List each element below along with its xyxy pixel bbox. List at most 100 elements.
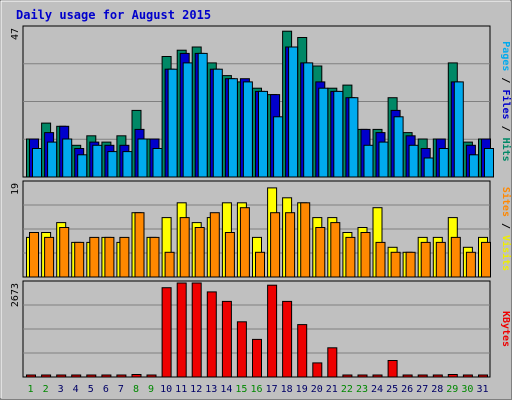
- chart-title: Daily usage for August 2015: [16, 8, 211, 22]
- day-label-5: 5: [88, 384, 94, 395]
- bar-sites-day-31: [481, 241, 491, 278]
- bar-pages-day-29: [453, 81, 464, 178]
- bar-kbytes-day-2: [41, 374, 52, 378]
- bar-kbytes-day-6: [101, 374, 112, 378]
- bar-sites-day-29: [450, 236, 461, 278]
- bar-pages-day-20: [318, 87, 329, 178]
- series-legend-label: Pages / Files / Hits: [500, 41, 512, 161]
- day-label-14: 14: [220, 384, 232, 395]
- bar-sites-day-28: [435, 241, 446, 278]
- bar-pages-day-2: [47, 141, 58, 178]
- bar-kbytes-day-24: [372, 374, 383, 378]
- day-label-26: 26: [401, 384, 413, 395]
- bar-sites-day-24: [375, 241, 386, 278]
- panel-visits-sites: 19 Sites / Visits: [10, 180, 512, 278]
- bar-pages-day-3: [62, 138, 73, 178]
- bar-sites-day-12: [194, 227, 205, 278]
- bar-pages-day-13: [212, 68, 223, 178]
- day-label-22: 22: [341, 384, 353, 395]
- bar-kbytes-day-14: [221, 300, 232, 378]
- bar-kbytes-day-26: [402, 374, 413, 378]
- bar-kbytes-day-20: [312, 362, 323, 378]
- day-label-20: 20: [311, 384, 323, 395]
- day-label-10: 10: [160, 384, 172, 395]
- bar-kbytes-day-21: [327, 347, 338, 378]
- day-label-12: 12: [190, 384, 202, 395]
- bar-pages-day-28: [438, 148, 449, 178]
- bar-kbytes-day-3: [56, 374, 67, 378]
- bar-pages-day-26: [408, 144, 419, 178]
- bar-pages-day-27: [423, 157, 434, 178]
- bar-pages-day-10: [167, 68, 178, 178]
- bar-pages-day-8: [137, 138, 148, 178]
- bar-kbytes-day-22: [342, 374, 353, 378]
- bar-kbytes-day-30: [462, 374, 473, 378]
- day-label-21: 21: [326, 384, 338, 395]
- legend-part: Hits: [500, 138, 512, 162]
- day-label-17: 17: [266, 384, 278, 395]
- panel-kbytes: 2673 KBytes: [10, 280, 511, 378]
- bar-kbytes-day-28: [432, 374, 443, 378]
- bar-sites-day-22: [345, 236, 356, 278]
- bar-sites-day-19: [300, 202, 311, 278]
- day-label-6: 6: [103, 384, 109, 395]
- bar-kbytes-day-31: [478, 374, 488, 378]
- bar-sites-day-21: [330, 222, 341, 278]
- legend-part: Pages: [500, 41, 511, 71]
- day-label-16: 16: [250, 384, 262, 395]
- bar-sites-day-15: [239, 207, 250, 278]
- bar-sites-day-27: [420, 241, 431, 278]
- bar-pages-day-15: [242, 81, 253, 178]
- day-label-11: 11: [175, 384, 187, 395]
- bar-pages-day-4: [77, 154, 88, 178]
- day-label-24: 24: [371, 384, 383, 395]
- bar-sites-day-23: [360, 232, 371, 278]
- legend-part: /: [500, 217, 511, 235]
- bar-sites-day-6: [104, 236, 115, 278]
- bar-kbytes-day-16: [252, 338, 262, 378]
- bar-sites-day-3: [59, 227, 70, 278]
- legend-part: Sites: [500, 187, 512, 217]
- bar-pages-day-24: [378, 141, 389, 178]
- y-max-label: 19: [10, 183, 21, 195]
- bar-kbytes-day-23: [357, 374, 368, 378]
- chart-panels: 47 Pages / Files / Hits 19 Sites / Visits 26…: [10, 25, 512, 378]
- bar-sites-day-7: [119, 236, 130, 278]
- day-label-1: 1: [27, 384, 33, 395]
- bar-pages-day-17: [273, 116, 284, 178]
- day-label-3: 3: [58, 384, 64, 395]
- legend-part: Visits: [500, 235, 512, 271]
- bar-kbytes-day-27: [417, 374, 428, 378]
- day-label-4: 4: [73, 384, 79, 395]
- bar-pages-day-16: [258, 90, 268, 178]
- bar-kbytes-day-10: [161, 287, 172, 378]
- bar-pages-day-19: [303, 62, 314, 178]
- bar-sites-day-11: [179, 217, 190, 278]
- legend-part: Files: [500, 89, 512, 119]
- day-label-23: 23: [356, 384, 368, 395]
- bar-kbytes-day-29: [447, 374, 458, 378]
- bar-sites-day-14: [224, 232, 235, 278]
- series-pages: [32, 46, 494, 178]
- bar-kbytes-day-11: [176, 282, 187, 378]
- bar-sites-day-16: [255, 251, 265, 278]
- bar-pages-day-30: [468, 154, 479, 178]
- day-label-31: 31: [476, 384, 488, 395]
- legend-part: KBytes: [500, 311, 511, 347]
- bar-pages-day-31: [484, 148, 494, 178]
- bar-sites-day-25: [390, 251, 401, 278]
- day-label-2: 2: [43, 384, 49, 395]
- series-sites: [29, 202, 491, 278]
- legend-part: /: [500, 120, 511, 138]
- series-kbytes: [26, 282, 488, 378]
- day-label-7: 7: [118, 384, 124, 395]
- bar-sites-day-30: [465, 251, 476, 278]
- bar-pages-day-22: [348, 97, 359, 178]
- bar-kbytes-day-15: [236, 321, 247, 378]
- bar-sites-day-26: [405, 251, 416, 278]
- bar-pages-day-25: [393, 116, 404, 178]
- bar-kbytes-day-19: [297, 324, 308, 378]
- series-legend-label: Sites / Visits: [500, 187, 512, 271]
- bar-sites-day-1: [29, 232, 39, 278]
- day-labels: 1 2 3 4 5 6 7 8 9 10 11 12 13 14 15 16 17 18 19 20 21 22 23 24 2…: [27, 384, 488, 395]
